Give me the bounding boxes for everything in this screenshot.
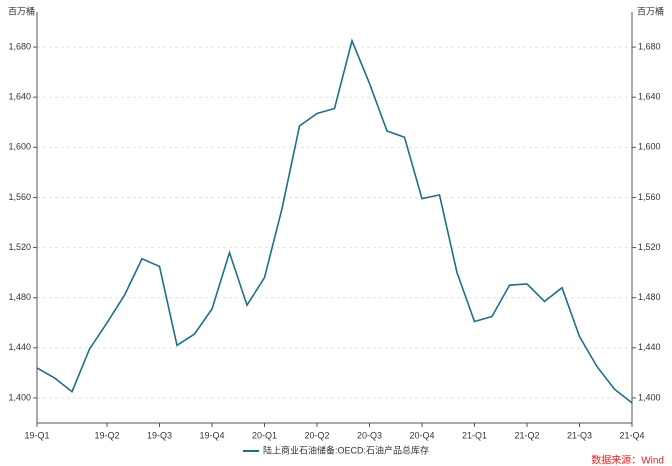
y2-tick-label: 1,640 (638, 92, 661, 102)
y2-tick-label: 1,600 (638, 142, 661, 152)
y2-tick-label: 1,480 (638, 292, 661, 302)
y-tick-label: 1,680 (8, 41, 31, 51)
y-tick-label: 1,560 (8, 192, 31, 202)
x-tick-label: 21-Q3 (567, 430, 592, 440)
line (36, 38, 633, 404)
y-tick-label: 1,440 (8, 342, 31, 352)
y-tick-label: 1,400 (8, 392, 31, 402)
y2-tick-label: 1,560 (638, 192, 661, 202)
x-tick-label: 19-Q1 (24, 430, 49, 440)
y-tick-label: 1,640 (8, 92, 31, 102)
x-tick-label: 21-Q4 (619, 430, 644, 440)
y-tick-label: 1,600 (8, 142, 31, 152)
y2-unit: 百万桶 (637, 5, 664, 16)
x-tick-label: 20-Q2 (304, 430, 329, 440)
x-tick-label: 21-Q2 (514, 430, 539, 440)
y2-tick-label: 1,400 (638, 392, 661, 402)
y-unit: 百万桶 (8, 5, 35, 16)
x-tick-label: 20-Q3 (357, 430, 382, 440)
y2-tick-label: 1,440 (638, 342, 661, 352)
x-tick-label: 19-Q3 (147, 430, 172, 440)
legend-label: 陆上商业石油储备:OECD:石油产品总库存 (263, 444, 429, 455)
x-tick-label: 21-Q1 (462, 430, 487, 440)
y2-tick-label: 1,520 (638, 242, 661, 252)
y-tick-label: 1,520 (8, 242, 31, 252)
y-tick-label: 1,480 (8, 292, 31, 302)
x-tick-label: 19-Q2 (94, 430, 119, 440)
x-tick-label: 19-Q4 (199, 430, 224, 440)
x-tick-label: 20-Q4 (409, 430, 434, 440)
source: 数据来源：Wind (591, 454, 664, 466)
y2-tick-label: 1,680 (638, 41, 661, 51)
x-tick-label: 20-Q1 (252, 430, 277, 440)
